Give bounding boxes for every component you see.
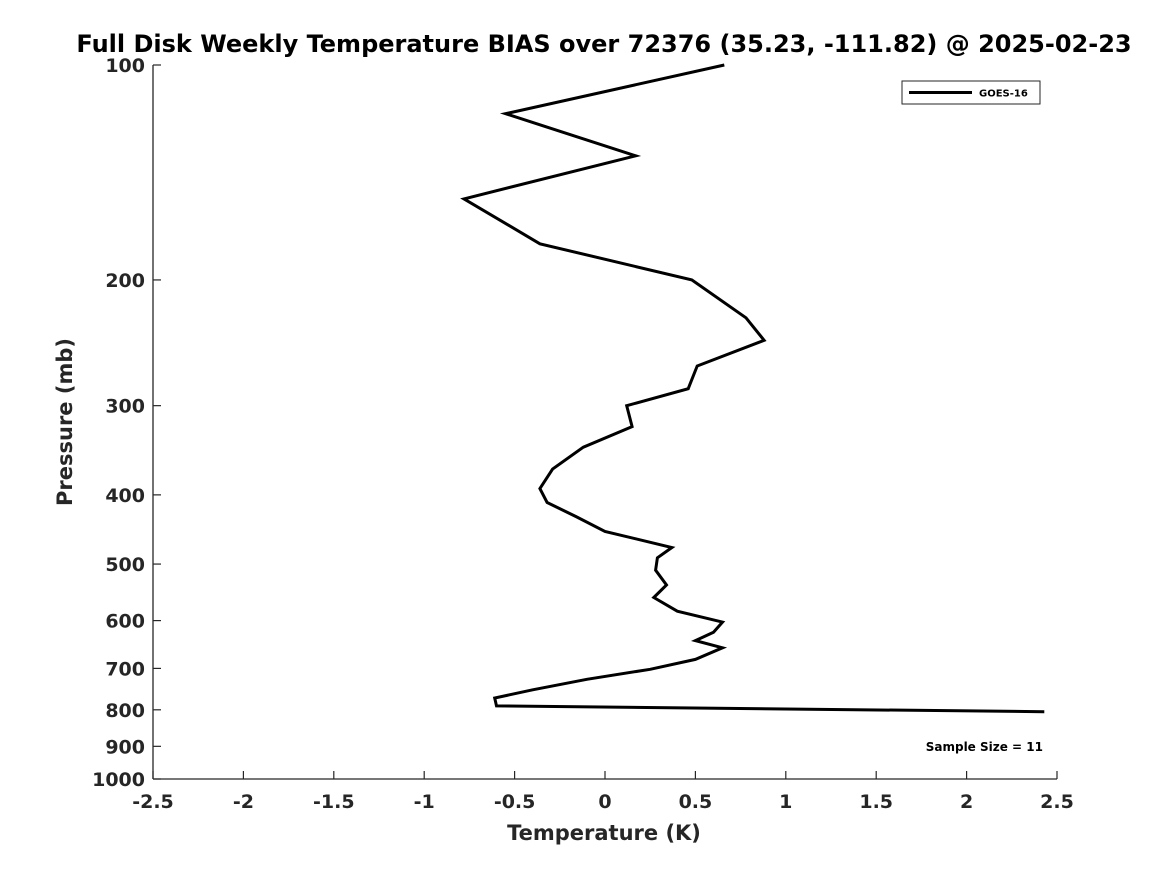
y-tick-label: 100 [105, 55, 145, 77]
x-tick-label: 0 [598, 791, 611, 813]
legend: GOES-16 [901, 80, 1041, 105]
x-tick-label: 1 [779, 791, 792, 813]
x-tick-label: -0.5 [494, 791, 536, 813]
series-layer [460, 63, 1045, 714]
sample-size-annotation: Sample Size = 11 [926, 740, 1043, 754]
series-line [460, 63, 1045, 714]
x-tick-label: 0.5 [679, 791, 713, 813]
x-tick-label: -2 [233, 791, 254, 813]
y-tick-label: 600 [105, 611, 145, 633]
y-ticks: 100 200 300 400 500 600 700 800 900 1000 [92, 55, 161, 791]
y-tick-label: 200 [105, 270, 145, 292]
x-tick-label: -1 [414, 791, 435, 813]
x-tick-label: 2 [960, 791, 973, 813]
x-tick-label: -1.5 [313, 791, 355, 813]
y-tick-label: 1000 [92, 769, 145, 791]
chart-title: Full Disk Weekly Temperature BIAS over 7… [76, 30, 1131, 58]
x-tick-label: -2.5 [132, 791, 174, 813]
x-ticks: -2.5 -2 -1.5 -1 -0.5 0 0.5 1 1.5 2 2.5 [132, 771, 1074, 813]
y-tick-label: 800 [105, 700, 145, 722]
y-tick-label: 300 [105, 396, 145, 418]
y-axis-label: Pressure (mb) [53, 338, 77, 506]
y-tick-label: 900 [105, 736, 145, 758]
y-tick-label: 700 [105, 658, 145, 680]
plot-axes [152, 65, 1057, 780]
legend-label: GOES-16 [979, 89, 1028, 100]
x-tick-label: 1.5 [859, 791, 893, 813]
y-tick-label: 400 [105, 485, 145, 507]
y-tick-label: 500 [105, 554, 145, 576]
x-tick-label: 2.5 [1040, 791, 1074, 813]
x-axis-label: Temperature (K) [507, 821, 701, 845]
